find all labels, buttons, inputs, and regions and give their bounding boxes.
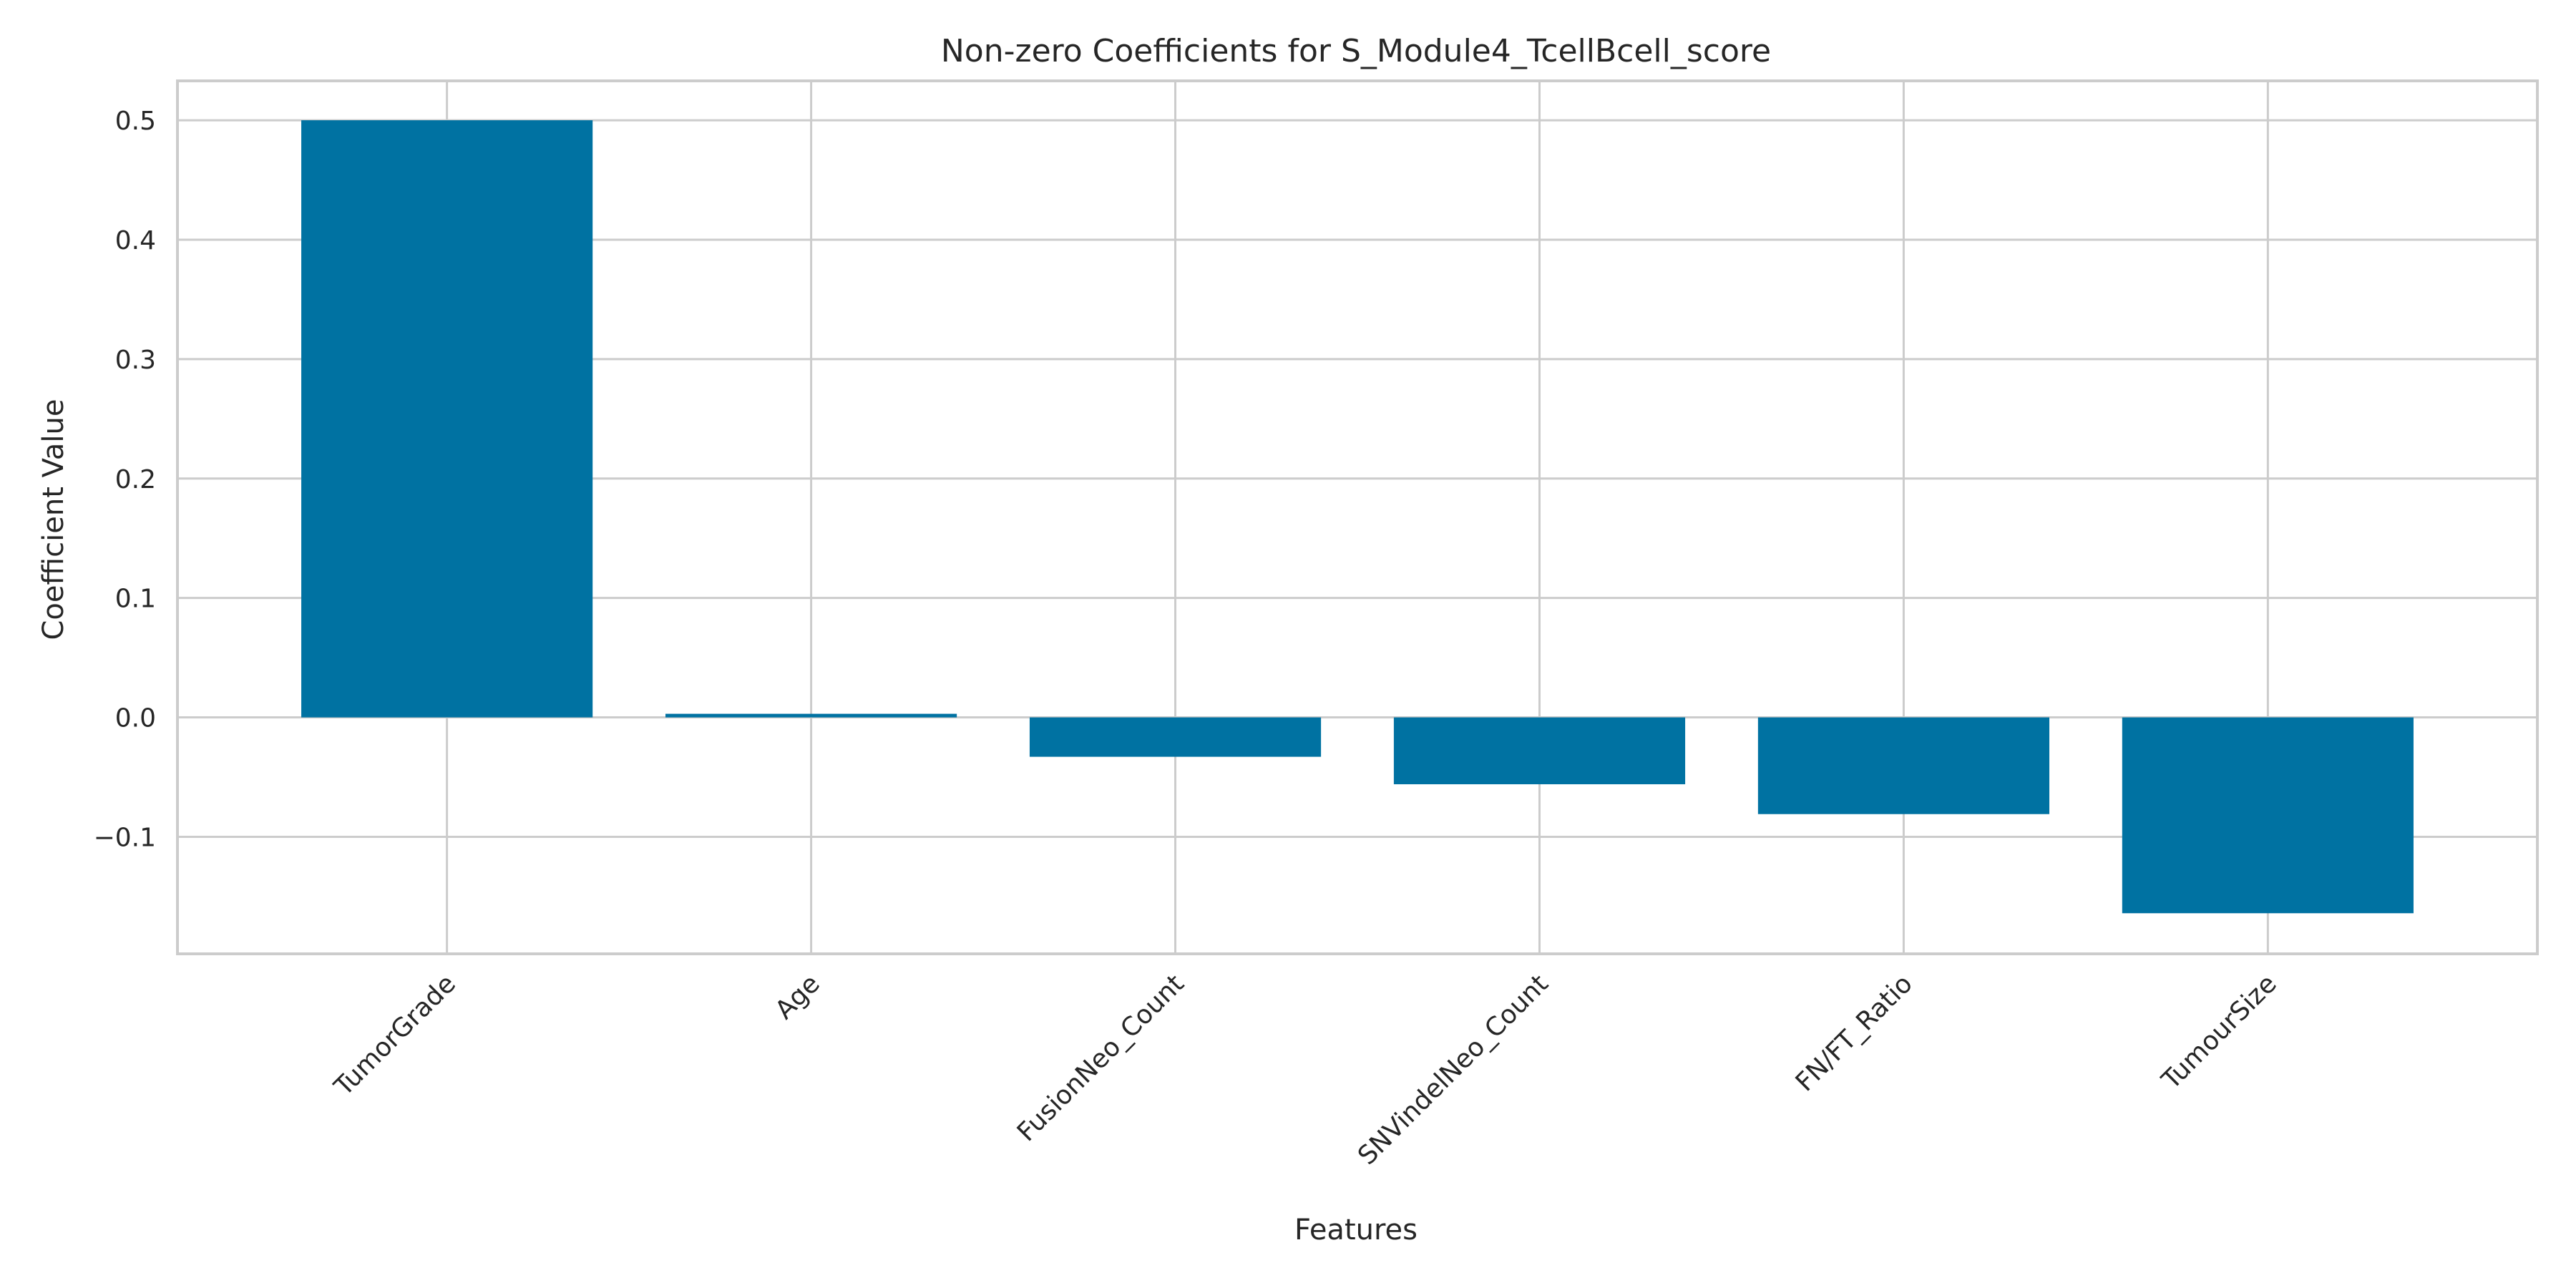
y-tick-label: 0.4 <box>115 226 156 255</box>
y-tick-label: 0.1 <box>115 585 156 614</box>
y-axis-ticks: −0.1 0.0 0.1 0.2 0.3 0.4 0.5 <box>94 107 156 852</box>
bar <box>665 713 957 718</box>
bar <box>1393 717 1686 785</box>
x-tick-label: TumourSize <box>2156 969 2283 1096</box>
x-tick-label: FN/FT_Ratio <box>1790 969 1918 1097</box>
bar <box>1757 717 2050 814</box>
bar <box>301 120 593 718</box>
y-tick-label: 0.3 <box>115 346 156 375</box>
plot-frame <box>176 79 2539 955</box>
x-tick-label: SNVindelNeo_Count <box>1352 969 1554 1171</box>
chart-title: Non-zero Coefficients for S_Module4_Tcel… <box>941 33 1771 69</box>
y-axis-label: Coefficient Value <box>37 399 70 640</box>
y-tick-label: 0.5 <box>115 107 156 136</box>
y-tick-label: −0.1 <box>94 823 156 852</box>
x-axis-ticks: TumorGrade Age FusionNeo_Count SNVindelNeo_… <box>328 969 2283 1171</box>
bars <box>301 120 2414 914</box>
x-tick-label: Age <box>770 969 826 1025</box>
bar <box>2122 717 2414 914</box>
x-tick-label: FusionNeo_Count <box>1012 969 1190 1147</box>
y-tick-label: 0.0 <box>115 704 156 733</box>
x-axis-label: Features <box>1294 1214 1418 1246</box>
x-tick-label: TumorGrade <box>328 969 462 1102</box>
y-tick-label: 0.2 <box>115 465 156 494</box>
bar <box>1029 717 1322 757</box>
